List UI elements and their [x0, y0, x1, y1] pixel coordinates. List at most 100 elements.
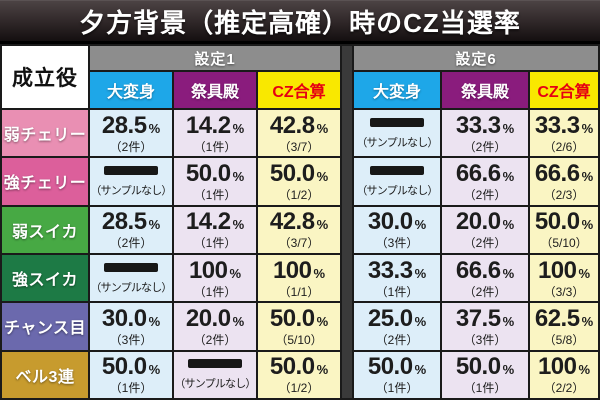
sample-note: （1件）: [109, 381, 153, 396]
percent-sign: %: [502, 168, 515, 184]
percent-value: 14.2: [185, 111, 231, 139]
row-label: 弱スイカ: [2, 206, 88, 253]
cell-value: 42.8% （3/7）: [258, 206, 340, 253]
value-line: 42.8%: [270, 210, 328, 234]
cell-value: 50.0% （1/2）: [258, 158, 340, 205]
value-line: 30.0%: [102, 306, 161, 331]
no-sample-note: （サンプルなし）: [356, 184, 438, 197]
value-line: 20.0%: [185, 304, 244, 332]
sample-note: （1件）: [193, 187, 237, 202]
percent-sign: %: [502, 362, 515, 378]
no-sample-note: （サンプルなし）: [90, 184, 172, 197]
corner-header-role: 成立役: [2, 46, 88, 108]
percent-value: 50.0: [185, 159, 231, 187]
percent-value: 50.0: [269, 304, 315, 332]
percent-value: 20.0: [185, 304, 231, 332]
cell-value: 33.3% （2/6）: [530, 110, 598, 157]
sample-note: （1件）: [375, 284, 419, 299]
cell-value: 100% （1件）: [174, 254, 256, 302]
no-sample-dash: [188, 359, 242, 369]
percent-value: 25.0: [367, 304, 413, 332]
cell-value: 20.0% （2件）: [174, 303, 256, 350]
sample-note: （2件）: [375, 332, 419, 347]
cell-no-sample: （サンプルなし）: [354, 110, 440, 157]
percent-sign: %: [313, 265, 326, 281]
percent-value: 42.8: [269, 111, 315, 139]
col-header-saiguden-s1: 祭具殿: [174, 72, 256, 108]
sample-note: （3件）: [375, 236, 419, 251]
sample-note: （5/10）: [540, 236, 588, 251]
sample-note: （5/8）: [543, 332, 585, 347]
value-line: 100%: [272, 256, 326, 284]
percent-sign: %: [232, 217, 245, 233]
percent-sign: %: [578, 362, 591, 378]
cell-value: 100% （1/1）: [258, 254, 340, 302]
value-line: 100%: [537, 256, 591, 284]
col-header-daihenshin-s6: 大変身: [354, 72, 440, 108]
percent-sign: %: [502, 313, 515, 329]
percent-value: 50.0: [101, 353, 147, 381]
percent-value: 100: [272, 256, 312, 284]
percent-value: 50.0: [534, 208, 580, 236]
page-title: 夕方背景（推定高確）時のCZ当選率: [0, 0, 600, 44]
sample-note: （1件）: [463, 381, 507, 396]
value-line: 62.5%: [535, 306, 594, 331]
value-line: 50.0%: [269, 159, 328, 187]
cell-value: 100% （3/3）: [530, 254, 598, 302]
sample-note: （3/7）: [278, 139, 320, 154]
percent-sign: %: [316, 120, 329, 136]
percent-sign: %: [581, 217, 594, 233]
value-line: 14.2%: [186, 210, 244, 234]
cell-value: 50.0% （1件）: [442, 351, 528, 398]
cell-value: 62.5% （5/8）: [530, 303, 598, 350]
cell-value: 50.0% （1/2）: [258, 351, 340, 398]
percent-value: 50.0: [367, 353, 413, 381]
value-line: 28.5%: [102, 210, 160, 234]
percent-value: 20.0: [455, 208, 501, 236]
cell-value: 30.0% （3件）: [90, 303, 172, 350]
value-line: 50.0%: [368, 355, 426, 379]
percent-sign: %: [414, 362, 427, 378]
cell-value: 33.3% （1件）: [354, 254, 440, 302]
percent-sign: %: [581, 313, 594, 329]
sample-note: （2件）: [109, 236, 153, 251]
value-line: 33.3%: [535, 113, 593, 138]
percent-value: 28.5: [101, 208, 147, 236]
row-label: 強チェリー: [2, 158, 88, 205]
percent-sign: %: [232, 168, 245, 184]
percent-value: 50.0: [269, 159, 315, 187]
cell-value: 28.5% （2件）: [90, 206, 172, 253]
value-line: 33.3%: [367, 256, 426, 284]
percent-sign: %: [148, 313, 161, 329]
cell-value: 66.6% （2件）: [442, 254, 528, 302]
col-header-cz-total-s1: CZ合算: [258, 72, 340, 108]
value-line: 50.0%: [185, 159, 245, 187]
sample-note: （2件）: [463, 236, 507, 251]
col-header-saiguden-s6: 祭具殿: [442, 72, 528, 108]
cell-value: 30.0% （3件）: [354, 206, 440, 253]
no-sample-note: （サンプルなし）: [90, 281, 172, 294]
cell-no-sample: （サンプルなし）: [90, 254, 172, 302]
percent-sign: %: [148, 120, 161, 136]
percent-value: 100: [537, 256, 577, 284]
no-sample-dash: [370, 165, 424, 175]
sample-note: （2/6）: [543, 139, 585, 154]
sample-note: （1件）: [193, 139, 237, 154]
percent-value: 14.2: [185, 208, 231, 236]
sample-note: （2/2）: [543, 381, 585, 396]
cell-no-sample: （サンプルなし）: [90, 158, 172, 205]
percent-value: 66.6: [455, 159, 501, 187]
cell-value: 20.0% （2件）: [442, 206, 528, 253]
percent-sign: %: [229, 265, 242, 281]
sample-note: （5/10）: [275, 332, 323, 347]
percent-sign: %: [578, 265, 591, 281]
cell-value: 14.2% （1件）: [174, 110, 256, 157]
percent-value: 33.3: [367, 256, 413, 284]
percent-value: 42.8: [269, 208, 315, 236]
value-line: 100%: [538, 355, 590, 379]
row-label: 弱チェリー: [2, 110, 88, 157]
section-divider: [342, 46, 352, 398]
sample-note: （3/3）: [543, 284, 585, 299]
percent-sign: %: [148, 217, 161, 233]
percent-value: 66.6: [455, 256, 501, 284]
